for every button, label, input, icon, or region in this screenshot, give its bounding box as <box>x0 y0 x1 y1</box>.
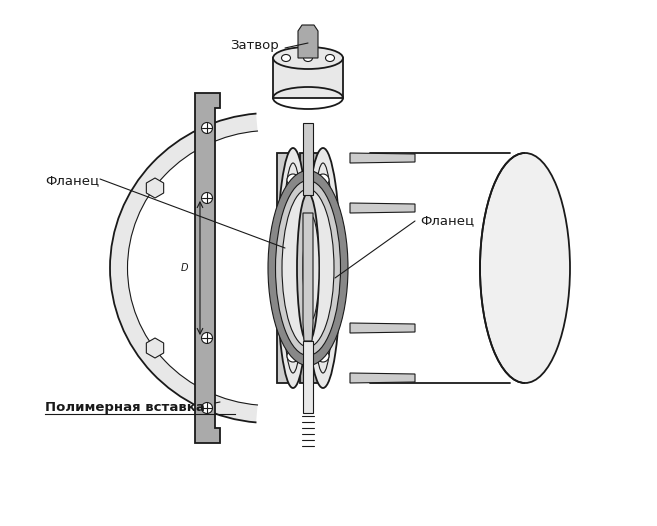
Ellipse shape <box>275 180 340 356</box>
Polygon shape <box>298 25 318 58</box>
Ellipse shape <box>317 232 329 244</box>
Polygon shape <box>303 123 313 195</box>
Text: D: D <box>181 263 188 273</box>
Polygon shape <box>277 153 295 383</box>
Ellipse shape <box>273 47 343 69</box>
Polygon shape <box>350 153 415 163</box>
Polygon shape <box>350 323 415 333</box>
Text: Фланец: Фланец <box>45 175 99 187</box>
Polygon shape <box>303 213 313 341</box>
Ellipse shape <box>325 55 334 62</box>
Ellipse shape <box>282 189 334 347</box>
Polygon shape <box>147 338 164 358</box>
Ellipse shape <box>480 153 570 383</box>
Ellipse shape <box>268 170 348 366</box>
Ellipse shape <box>297 193 319 343</box>
Ellipse shape <box>277 148 309 388</box>
Text: Затвор: Затвор <box>230 38 279 52</box>
Polygon shape <box>350 203 415 213</box>
Polygon shape <box>300 153 318 383</box>
Ellipse shape <box>317 350 329 362</box>
Ellipse shape <box>287 232 299 244</box>
Ellipse shape <box>304 55 313 62</box>
Polygon shape <box>350 373 415 383</box>
Ellipse shape <box>287 292 299 304</box>
Polygon shape <box>110 114 258 422</box>
Ellipse shape <box>287 350 299 362</box>
Ellipse shape <box>287 174 299 186</box>
Ellipse shape <box>202 402 212 413</box>
Ellipse shape <box>202 193 212 204</box>
Text: Полимерная вставка: Полимерная вставка <box>45 401 205 414</box>
Polygon shape <box>195 93 220 443</box>
Polygon shape <box>303 341 313 413</box>
Ellipse shape <box>202 332 212 343</box>
Polygon shape <box>273 58 343 98</box>
Polygon shape <box>147 178 164 198</box>
Text: Фланец: Фланец <box>420 215 474 228</box>
Ellipse shape <box>303 216 319 320</box>
Ellipse shape <box>281 55 290 62</box>
Ellipse shape <box>317 292 329 304</box>
Ellipse shape <box>202 123 212 134</box>
Ellipse shape <box>306 148 340 388</box>
Ellipse shape <box>317 174 329 186</box>
